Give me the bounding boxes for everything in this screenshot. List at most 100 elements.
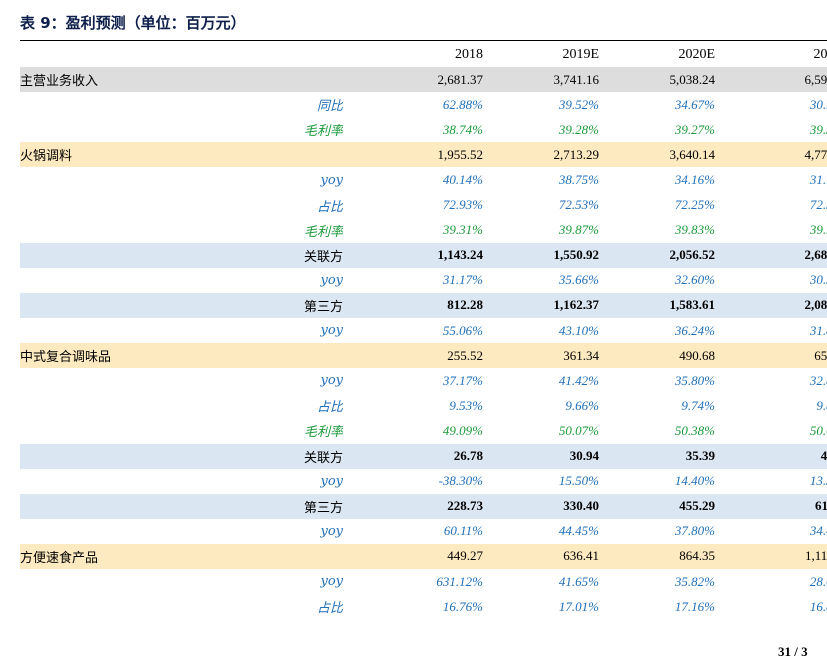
value-cell: 39.83% (674, 222, 715, 238)
table-row: 毛利率 38.74% 39.28% 39.27% 39.38% (20, 117, 827, 142)
value-cell: 4,772.83 (715, 142, 827, 168)
value-cell: 2,056.52 (599, 242, 715, 268)
row-label: yoy (320, 473, 343, 489)
value-cell: 3,741.16 (483, 67, 599, 93)
value-cell: 34.40% (809, 523, 827, 539)
table-row: yoy 37.17% 41.42% 35.80% 32.88% (20, 368, 827, 393)
value-cell: 49.09% (442, 422, 483, 438)
row-label: yoy (320, 523, 343, 539)
value-cell: 9.66% (565, 397, 599, 413)
value-cell: 2,713.29 (483, 142, 599, 168)
value-cell: 1,112.28 (715, 543, 827, 569)
page-number: 31 / 3 (778, 644, 808, 659)
value-cell: 50.07% (558, 422, 599, 438)
value-cell: 31.12% (809, 172, 827, 188)
value-cell: 5,038.24 (599, 67, 715, 93)
value-cell: 38.74% (442, 121, 483, 137)
row-label: 主营业务收入 (20, 67, 343, 93)
value-cell: 39.90% (809, 222, 827, 238)
value-cell: 34.67% (674, 96, 715, 112)
table-row: yoy 631.12% 41.65% 35.82% 28.68% (20, 569, 827, 594)
row-label: 中式复合调味品 (20, 343, 343, 369)
value-cell: 39.27% (674, 121, 715, 137)
value-cell: 60.11% (443, 523, 483, 539)
value-cell: 30.56% (809, 272, 827, 288)
value-cell: 35.80% (674, 372, 715, 388)
row-label: 关联方 (20, 443, 343, 469)
value-cell: 43.10% (558, 322, 599, 338)
value-cell: 17.01% (558, 598, 599, 614)
value-cell: 9.88% (816, 397, 827, 413)
table-row: 同比 62.88% 39.52% 34.67% 30.97% (20, 92, 827, 117)
value-cell: 2,681.37 (343, 67, 483, 93)
value-cell: 30.97% (809, 96, 827, 112)
value-cell: 1,583.61 (599, 292, 715, 319)
row-label: 同比 (316, 99, 343, 115)
value-cell: 34.16% (674, 172, 715, 188)
value-cell: 62.88% (442, 96, 483, 112)
table-row: yoy 55.06% 43.10% 36.24% 31.84% (20, 318, 827, 343)
value-cell: 38.75% (558, 172, 599, 188)
value-cell: 17.16% (674, 598, 715, 614)
value-cell: 14.40% (674, 473, 715, 489)
value-cell: 1,143.24 (343, 242, 483, 268)
column-header: 2020E (678, 46, 715, 62)
value-cell: 72.25% (674, 197, 715, 213)
value-cell: 631.12% (436, 573, 483, 589)
row-label: 毛利率 (303, 425, 343, 441)
header-rule (20, 40, 827, 41)
column-header: 2021E (813, 46, 827, 62)
row-label: 占比 (316, 199, 343, 215)
table-row: yoy 60.11% 44.45% 37.80% 34.40% (20, 519, 827, 544)
row-label: yoy (320, 172, 343, 188)
value-cell: 72.33% (809, 197, 827, 213)
table-row: yoy 31.17% 35.66% 32.60% 30.56% (20, 268, 827, 293)
value-cell: 37.17% (442, 372, 483, 388)
value-cell: 9.53% (449, 397, 483, 413)
value-cell: 611.91 (715, 493, 827, 519)
row-label: 占比 (316, 601, 343, 617)
row-label: yoy (320, 373, 343, 389)
value-cell: 636.41 (483, 543, 599, 569)
value-cell: 50.38% (674, 422, 715, 438)
value-cell: 41.65% (558, 573, 599, 589)
value-cell: 2,685.00 (715, 242, 827, 268)
row-label: 毛利率 (303, 124, 343, 140)
table-title: 表 9：盈利预测（单位：百万元） (20, 14, 246, 32)
value-cell: 39.28% (558, 121, 599, 137)
value-cell: 1,955.52 (343, 142, 483, 168)
value-cell: 864.35 (599, 543, 715, 569)
row-label: 火锅调料 (20, 142, 343, 168)
value-cell: 6,598.71 (715, 67, 827, 93)
value-cell: 15.50% (558, 473, 599, 489)
value-cell: 72.93% (442, 197, 483, 213)
row-label: 占比 (316, 400, 343, 416)
header-label-cell (20, 42, 343, 67)
row-label: 关联方 (20, 242, 343, 268)
header-row: 2018 2019E 2020E 2021E (20, 42, 827, 67)
value-cell: 41.42% (558, 372, 599, 388)
table-row: 占比 9.53% 9.66% 9.74% 9.88% (20, 393, 827, 418)
value-cell: 50.62% (809, 422, 827, 438)
value-cell: 490.68 (599, 343, 715, 369)
value-cell: 26.78 (343, 443, 483, 469)
row-label: 毛利率 (303, 224, 343, 240)
profit-forecast-table: 2018 2019E 2020E 2021E 主营业务收入2,681.373,7… (20, 42, 827, 619)
value-cell: 2,087.83 (715, 292, 827, 319)
value-cell: 35.82% (674, 573, 715, 589)
value-cell: 37.80% (674, 523, 715, 539)
value-cell: 1,162.37 (483, 292, 599, 319)
value-cell: 16.86% (809, 598, 827, 614)
value-cell: 455.29 (599, 493, 715, 519)
value-cell: 13.30% (809, 473, 827, 489)
value-cell: 40.14% (442, 172, 483, 188)
value-cell: 39.31% (442, 222, 483, 238)
table-row: 毛利率 49.09% 50.07% 50.38% 50.62% (20, 418, 827, 443)
value-cell: 39.38% (809, 121, 827, 137)
value-cell: 55.06% (442, 322, 483, 338)
